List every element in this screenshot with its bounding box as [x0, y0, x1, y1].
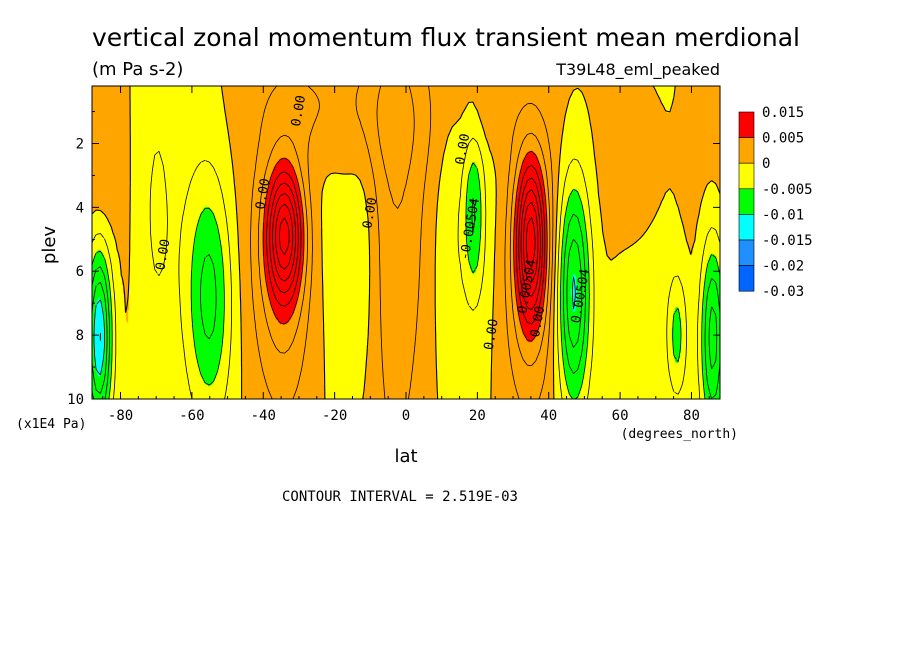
legend-swatch [738, 265, 755, 292]
x-tick-label: 20 [469, 408, 486, 424]
color-legend: 0.015 0.005 0 -0.005 -0.01 -0.015 -0.02 -0.03 [738, 105, 813, 300]
x-axis-units: (degrees_north) [621, 427, 738, 442]
legend-label: 0.005 [762, 131, 804, 147]
x-tick-label: 40 [540, 408, 557, 424]
x-tick-label: -40 [251, 408, 276, 424]
contour-line [269, 177, 543, 310]
contour-line [92, 86, 720, 399]
contour-line [92, 137, 720, 399]
dataset-label: T39L48_eml_peaked [555, 60, 720, 80]
y-tick-label: 6 [76, 264, 84, 280]
contour-label: 0.00 [153, 238, 173, 271]
y-axis-units: (x1E4 Pa) [16, 417, 86, 432]
legend-label: -0.02 [762, 259, 804, 275]
contour-interval: CONTOUR INTERVAL = 2.519E-03 [282, 489, 518, 505]
heatmap-raster [92, 86, 720, 399]
legend-swatch [738, 111, 755, 138]
x-tick-label: 60 [612, 408, 629, 424]
contour-label: 0.00 [289, 94, 309, 127]
legend-label: -0.03 [762, 284, 804, 300]
contour-line [262, 150, 548, 342]
contour-label: 0.00 [528, 305, 548, 338]
legend-swatch [738, 137, 755, 164]
legend-swatch [738, 214, 755, 241]
contour-label: 0.00 [253, 177, 273, 210]
y-axis-label: plev [39, 226, 60, 265]
y-axis: 2 4 6 8 10 [67, 111, 720, 408]
legend-label: 0.015 [762, 105, 804, 121]
contour-line [92, 238, 718, 394]
contour-line [93, 276, 576, 376]
y-tick-label: 10 [67, 392, 84, 408]
legend-swatch [738, 162, 755, 190]
contour-line [250, 86, 554, 399]
legend-label: -0.005 [762, 182, 813, 198]
contour-label: 0.00 [453, 133, 473, 166]
legend-label: 0 [762, 156, 770, 172]
contour-line [266, 165, 546, 325]
contour-line [272, 189, 541, 297]
chart-units: (m Pa s-2) [92, 59, 183, 80]
x-tick-label: 0 [402, 408, 410, 424]
legend-swatch [738, 239, 755, 266]
x-axis: -80 -60 -40 -20 0 20 40 60 80 [102, 86, 710, 424]
chart-title: vertical zonal momentum flux transient m… [92, 23, 800, 52]
contour-label: 0.00 [360, 196, 380, 229]
contour-line [279, 217, 536, 268]
legend-swatch [738, 188, 755, 215]
legend-label: -0.01 [762, 207, 804, 223]
y-tick-label: 2 [76, 136, 84, 152]
x-tick-label: -20 [322, 408, 347, 424]
y-tick-label: 4 [76, 200, 84, 216]
x-tick-label: -60 [179, 408, 204, 424]
x-tick-label: -80 [108, 408, 133, 424]
heatmap-field [92, 86, 720, 399]
y-tick-label: 8 [76, 328, 84, 344]
contour-line [275, 201, 539, 284]
legend-label: -0.015 [762, 233, 813, 249]
x-axis-label: lat [394, 446, 417, 467]
contour-label: 0.00 [482, 318, 502, 351]
x-tick-label: 80 [683, 408, 700, 424]
contour-line [257, 86, 551, 366]
